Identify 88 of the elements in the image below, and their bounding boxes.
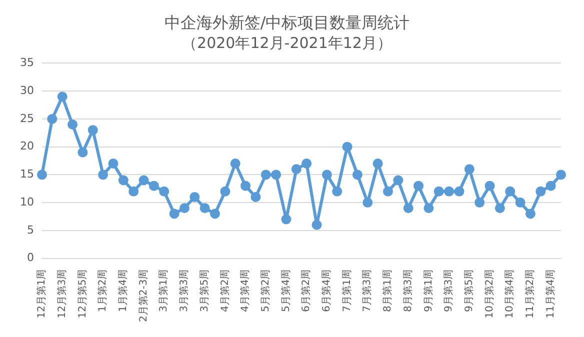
x-tick-label: 11月第2周 xyxy=(524,269,536,318)
point xyxy=(464,164,474,174)
point xyxy=(260,170,271,180)
point xyxy=(138,175,149,186)
point xyxy=(454,186,464,196)
point xyxy=(250,192,261,202)
point xyxy=(444,186,454,196)
x-tick-label: 2月第2-3周 xyxy=(137,269,150,322)
x-tick-label: 7月第1周 xyxy=(340,269,353,312)
point xyxy=(200,203,210,214)
point xyxy=(98,170,108,180)
point xyxy=(546,180,556,191)
chart-subtitle: （2020年12月-2021年12月） xyxy=(182,34,392,52)
y-tick-label: 25 xyxy=(20,112,34,125)
x-tick-label: 3月第5周 xyxy=(198,269,210,312)
point xyxy=(210,208,220,219)
y-tick-label: 5 xyxy=(26,223,34,236)
point xyxy=(383,186,393,196)
point xyxy=(525,208,536,219)
point xyxy=(220,186,230,196)
point xyxy=(312,220,322,230)
point xyxy=(414,180,424,191)
chart-title: 中企海外新签/中标项目数量周统计 xyxy=(164,12,410,32)
point xyxy=(505,186,516,196)
x-tick-label: 6月第4周 xyxy=(320,269,333,312)
point xyxy=(159,186,170,196)
point xyxy=(403,203,414,214)
point xyxy=(240,180,251,191)
point xyxy=(179,203,190,214)
point xyxy=(302,158,312,169)
y-tick-label: 20 xyxy=(20,140,34,153)
x-tick-label: 6月第2周 xyxy=(300,269,312,312)
point xyxy=(57,92,68,102)
y-tick-label: 15 xyxy=(20,168,34,181)
point xyxy=(36,170,47,180)
point xyxy=(230,158,240,169)
x-tick-label: 1月第2周 xyxy=(96,269,109,312)
point xyxy=(515,198,526,208)
point xyxy=(372,158,383,169)
point xyxy=(148,180,159,191)
y-tick-label: 10 xyxy=(20,195,34,208)
x-tick-label: 3月第3周 xyxy=(178,269,190,312)
point xyxy=(78,147,88,158)
point xyxy=(484,180,495,191)
point xyxy=(434,186,444,196)
point xyxy=(393,175,404,186)
point xyxy=(494,203,505,214)
x-tick-label: 3月第1周 xyxy=(158,269,170,312)
y-tick-label: 35 xyxy=(20,56,34,70)
point xyxy=(128,186,139,196)
point xyxy=(342,142,352,152)
x-tick-label: 12月第1周 xyxy=(36,269,48,318)
y-tick-label: 30 xyxy=(20,84,34,97)
x-tick-label: 10月第2周 xyxy=(483,269,496,318)
point xyxy=(190,192,200,202)
x-tick-label: 7月第3周 xyxy=(361,269,374,312)
y-tick-label: 0 xyxy=(26,251,34,264)
point xyxy=(291,164,302,174)
point xyxy=(362,198,373,208)
point xyxy=(474,198,485,208)
point xyxy=(118,175,128,186)
point xyxy=(271,170,282,180)
point xyxy=(169,208,180,219)
x-tick-label: 4月第4周 xyxy=(239,269,252,312)
point xyxy=(536,186,546,196)
point xyxy=(88,125,98,136)
x-tick-label: 9月第5周 xyxy=(463,269,476,312)
x-tick-label: 5月第4周 xyxy=(280,269,292,312)
point xyxy=(352,170,362,180)
x-tick-label: 11月第4周 xyxy=(544,269,556,318)
point xyxy=(68,120,78,130)
x-tick-label: 10月第4周 xyxy=(504,269,516,318)
point xyxy=(322,170,332,180)
point xyxy=(556,170,566,180)
x-tick-label: 1月第4周 xyxy=(117,269,130,312)
x-tick-label: 9月第1周 xyxy=(422,269,434,312)
x-tick-label: 8月第1周 xyxy=(382,269,394,312)
point xyxy=(424,203,434,214)
point xyxy=(332,186,342,196)
point xyxy=(47,114,58,124)
point xyxy=(281,214,292,224)
x-tick-label: 5月第2周 xyxy=(259,269,272,312)
point xyxy=(108,158,118,169)
x-tick-label: 12月第5周 xyxy=(76,269,88,318)
x-tick-label: 8月第3周 xyxy=(402,269,414,312)
x-tick-label: 9月第3周 xyxy=(442,269,455,312)
x-tick-label: 4月第2周 xyxy=(218,269,231,312)
x-tick-label: 12月第3周 xyxy=(56,269,68,318)
